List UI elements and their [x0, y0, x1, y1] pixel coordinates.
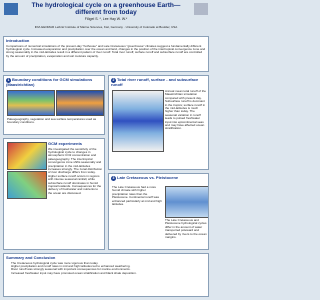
map — [165, 186, 208, 218]
logo-right — [194, 3, 208, 15]
summary-item: River runoff was strongly seasonal with … — [11, 267, 206, 271]
number: 2 — [111, 78, 116, 83]
heading: GCM experiments — [48, 141, 83, 146]
number: 1 — [6, 78, 11, 83]
summary-item: Higher precipitation and runoff rates in… — [11, 264, 206, 268]
summary-list: The Cretaceous hydrological cycle was mo… — [6, 261, 206, 276]
header: The hydrological cycle on a greenhouse E… — [22, 2, 190, 21]
heading: Total river runoff, surface - and subsur… — [111, 77, 199, 87]
map — [56, 90, 104, 116]
summary-item: Increased freshwater input may have prom… — [11, 271, 206, 275]
authors: Flögel S. *, Lee Hay W. W.* — [84, 17, 128, 21]
summary-box: Summary and Conclusion The Cretaceous hy… — [3, 253, 209, 297]
section-2: 2 Total river runoff, surface - and subsu… — [108, 75, 209, 170]
map — [7, 171, 47, 199]
section-3: 3 Late Cretaceous vs. Pleistocene The Lat… — [108, 173, 209, 250]
body-2: The Late Cretaceous and Pleistocene hydr… — [165, 218, 207, 240]
body: Paleogeography, vegetation and sea surfa… — [7, 117, 97, 125]
section-1: 1 Boundary conditions for GCM simulations… — [3, 75, 105, 135]
body: The Late Cretaceous had a more humid cli… — [112, 185, 162, 207]
map — [7, 142, 47, 170]
heading: Introduction — [6, 38, 30, 43]
map — [7, 90, 55, 116]
number: 3 — [111, 176, 116, 181]
heading: Boundary conditions for GCM simulations … — [6, 77, 93, 87]
section-experiments: GCM experiments We investigated the sens… — [3, 138, 105, 250]
intro-box: Introduction Comparisons of numerical si… — [3, 36, 209, 72]
affiliations: IFM-GEOMAR Leibniz Institute of Marine S… — [34, 25, 178, 29]
heading: Late Cretaceous vs. Pleistocene — [117, 175, 179, 180]
title: The hydrological cycle on a greenhouse E… — [31, 2, 181, 16]
logo-left — [4, 3, 18, 15]
body: We investigated the sensitivity of the h… — [48, 146, 103, 195]
body: Comparisons of numerical simulations of … — [6, 43, 206, 58]
body: Annual mean total runoff of the Maastric… — [165, 89, 206, 131]
heading: Summary and Conclusion — [6, 255, 56, 260]
map — [112, 90, 164, 152]
poster: The hydrological cycle on a greenhouse E… — [0, 0, 212, 300]
summary-item: The Cretaceous hydrological cycle was mo… — [11, 261, 206, 265]
